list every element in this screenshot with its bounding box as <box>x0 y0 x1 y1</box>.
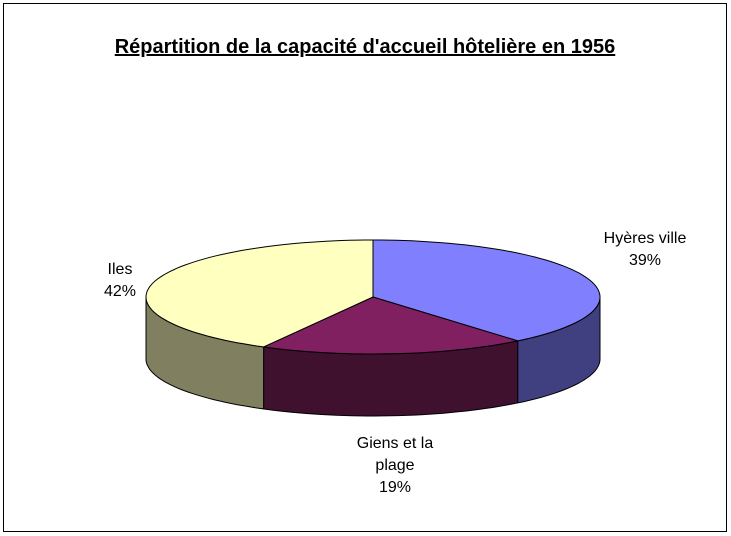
label-name: Iles <box>107 261 133 278</box>
label-name: Hyères ville <box>603 230 687 247</box>
label-value: 39% <box>628 252 662 269</box>
data-label: Giens et la plage 19% <box>340 433 450 499</box>
data-label: Iles 42% <box>80 259 160 303</box>
slice <box>261 296 518 355</box>
slice <box>372 239 601 342</box>
slice <box>145 239 374 348</box>
chart-title: Répartition de la capacité d'accueil hôt… <box>114 36 616 58</box>
label-value: 19% <box>378 479 412 496</box>
label-value: 42% <box>103 283 137 300</box>
label-name: Giens et la plage <box>356 435 434 474</box>
data-label: Hyères ville 39% <box>580 228 710 272</box>
